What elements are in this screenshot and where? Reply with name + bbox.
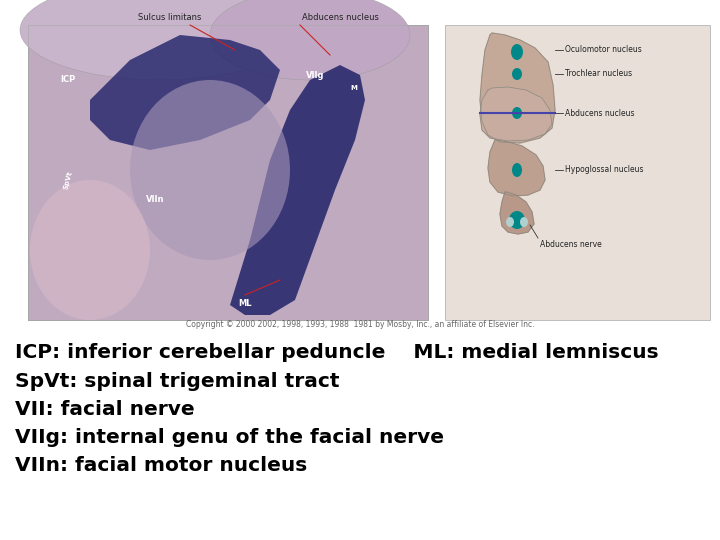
Ellipse shape — [20, 0, 300, 80]
Text: ML: ML — [238, 299, 252, 307]
PathPatch shape — [90, 35, 280, 150]
Text: M: M — [350, 85, 357, 91]
FancyBboxPatch shape — [28, 25, 428, 320]
Text: Oculomotor nucleus: Oculomotor nucleus — [565, 45, 642, 55]
Text: Abducens nucleus: Abducens nucleus — [565, 109, 634, 118]
Text: ICP: ICP — [60, 76, 76, 84]
Text: Copyright © 2000 2002, 1998, 1993, 1988  1981 by Mosby, Inc., an affiliate of El: Copyright © 2000 2002, 1998, 1993, 1988 … — [186, 320, 534, 329]
Ellipse shape — [511, 44, 523, 60]
PathPatch shape — [230, 65, 365, 315]
Text: ICP: inferior cerebellar peduncle    ML: medial lemniscus: ICP: inferior cerebellar peduncle ML: me… — [15, 343, 659, 362]
Ellipse shape — [512, 68, 522, 80]
Text: VIIn: facial motor nucleus: VIIn: facial motor nucleus — [15, 456, 307, 475]
FancyBboxPatch shape — [445, 25, 710, 320]
Text: VII: facial nerve: VII: facial nerve — [15, 400, 194, 419]
Polygon shape — [480, 87, 552, 141]
Ellipse shape — [130, 80, 290, 260]
Text: SpVt: SpVt — [63, 170, 73, 190]
Text: VIIn: VIIn — [145, 195, 164, 205]
Polygon shape — [488, 140, 545, 196]
Text: VIIg: VIIg — [306, 71, 324, 79]
Polygon shape — [500, 192, 534, 234]
Text: SpVt: spinal trigeminal tract: SpVt: spinal trigeminal tract — [15, 372, 340, 391]
Text: Abducens nerve: Abducens nerve — [540, 240, 602, 249]
Text: Abducens nucleus: Abducens nucleus — [302, 13, 379, 22]
Ellipse shape — [30, 180, 150, 320]
Ellipse shape — [520, 217, 528, 227]
Text: Sulcus limitans: Sulcus limitans — [138, 13, 202, 22]
Ellipse shape — [509, 211, 525, 229]
Ellipse shape — [210, 0, 410, 80]
Polygon shape — [480, 33, 555, 143]
Ellipse shape — [512, 163, 522, 177]
Text: Hypoglossal nucleus: Hypoglossal nucleus — [565, 165, 644, 174]
Text: VIIg: internal genu of the facial nerve: VIIg: internal genu of the facial nerve — [15, 428, 444, 447]
Ellipse shape — [506, 217, 514, 227]
Ellipse shape — [512, 107, 522, 119]
Text: Trochlear nucleus: Trochlear nucleus — [565, 70, 632, 78]
